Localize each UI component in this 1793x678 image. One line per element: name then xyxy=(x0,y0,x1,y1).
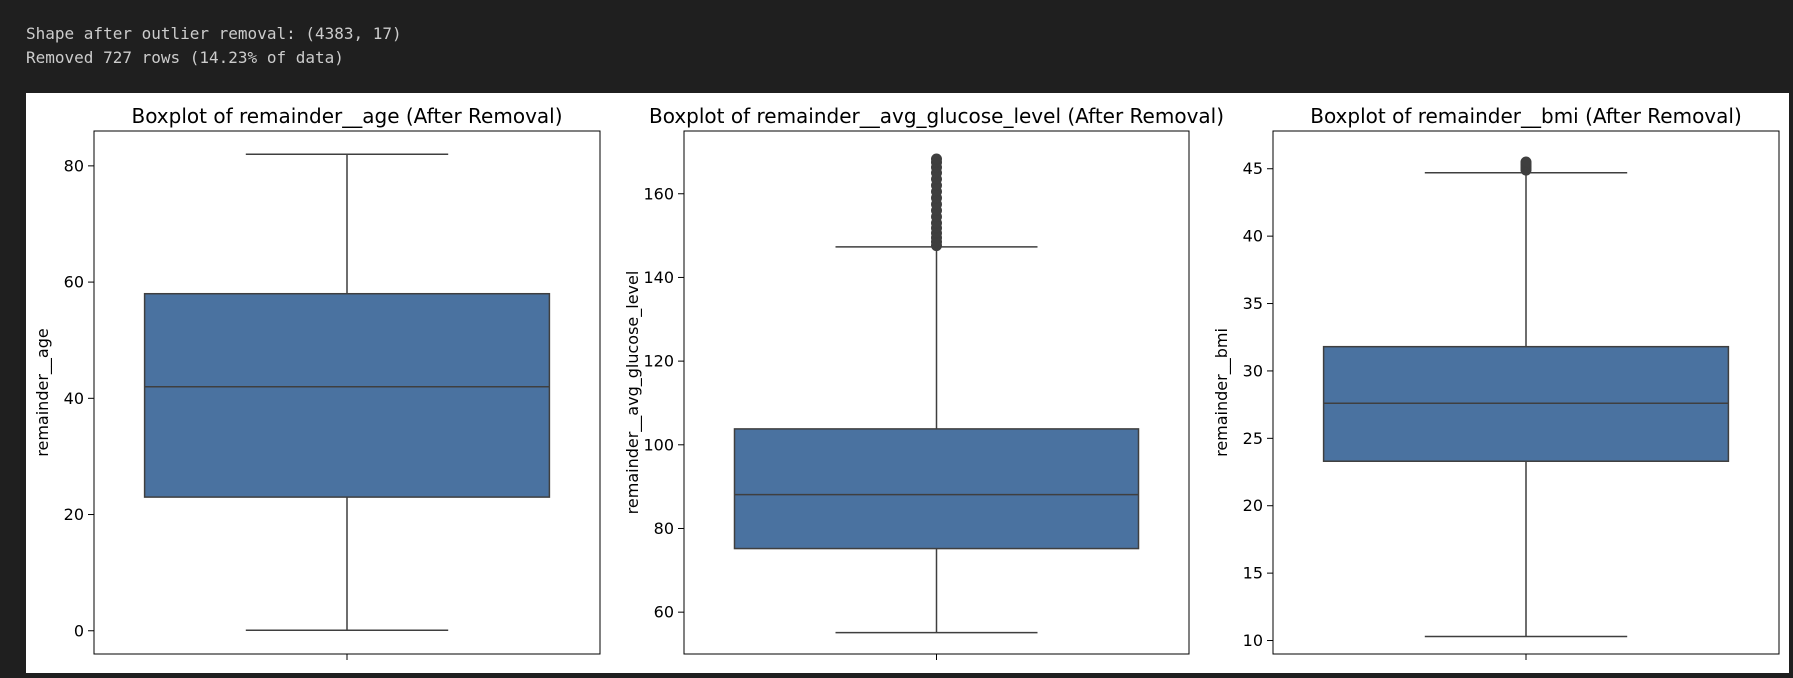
boxplot-panel-2: Boxplot of remainder__avg_glucose_level … xyxy=(623,104,1224,660)
y-axis-label: remainder__bmi xyxy=(1212,328,1232,457)
axes-frame xyxy=(683,130,1190,655)
console-output: Shape after outlier removal: (4383, 17) R… xyxy=(26,22,402,70)
console-line-shape: Shape after outlier removal: (4383, 17) xyxy=(26,24,402,43)
y-tick-label: 20 xyxy=(64,505,84,524)
chart-title: Boxplot of remainder__age (After Removal… xyxy=(131,104,562,128)
y-tick-label: 20 xyxy=(1243,496,1263,515)
axes-frame xyxy=(1272,130,1780,655)
y-tick-label: 15 xyxy=(1243,564,1263,583)
outlier-point xyxy=(1520,156,1532,168)
axes-frame xyxy=(93,130,601,655)
chart-title: Boxplot of remainder__bmi (After Removal… xyxy=(1310,104,1742,128)
y-tick-label: 60 xyxy=(654,603,674,622)
iqr-box xyxy=(733,428,1140,550)
y-tick-label: 45 xyxy=(1243,159,1263,178)
chart-title: Boxplot of remainder__avg_glucose_level … xyxy=(649,104,1224,128)
y-tick-label: 80 xyxy=(64,156,84,175)
y-tick-label: 40 xyxy=(64,389,84,408)
y-tick-label: 80 xyxy=(654,519,674,538)
y-tick-label: 40 xyxy=(1243,227,1263,246)
boxplot-panel-3: Boxplot of remainder__bmi (After Removal… xyxy=(1212,104,1780,660)
y-tick-label: 10 xyxy=(1243,631,1263,650)
iqr-box xyxy=(143,292,551,498)
boxplot-panel-1: Boxplot of remainder__age (After Removal… xyxy=(33,104,601,660)
y-axis-label: remainder__avg_glucose_level xyxy=(623,271,643,515)
y-tick-label: 120 xyxy=(643,352,674,371)
boxplot-figure-svg: Boxplot of remainder__age (After Removal… xyxy=(33,104,1780,660)
y-axis-label: remainder__age xyxy=(33,328,53,456)
y-tick-label: 0 xyxy=(74,621,84,640)
boxplot-figure: Boxplot of remainder__age (After Removal… xyxy=(26,93,1789,673)
y-tick-label: 25 xyxy=(1243,429,1263,448)
console-line-removed: Removed 727 rows (14.23% of data) xyxy=(26,48,344,67)
outlier-point xyxy=(931,153,942,165)
y-tick-label: 140 xyxy=(643,268,674,287)
y-tick-label: 160 xyxy=(643,184,674,203)
y-tick-label: 100 xyxy=(643,435,674,454)
y-tick-label: 35 xyxy=(1243,294,1263,313)
y-tick-label: 30 xyxy=(1243,361,1263,380)
y-tick-label: 60 xyxy=(64,273,84,292)
